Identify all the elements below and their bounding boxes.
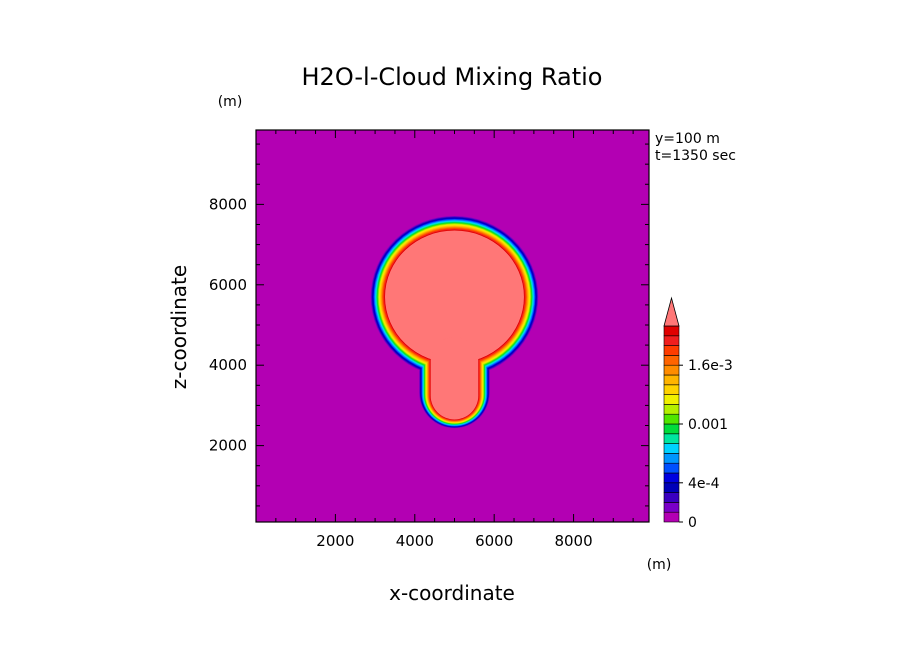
colorbar-segment <box>663 345 680 356</box>
y-tick-label: 4000 <box>209 356 247 374</box>
x-axis-unit: (m) <box>647 557 672 573</box>
colorbar-label: 0.001 <box>688 417 728 433</box>
x-tick-label: 8000 <box>554 532 592 550</box>
contour-stem <box>430 337 479 420</box>
y-tick-label: 8000 <box>209 195 247 213</box>
y-axis-ticks: 2000 4000 6000 8000 <box>209 143 649 507</box>
colorbar-segment <box>663 511 680 523</box>
colorbar-segment <box>663 364 680 376</box>
x-tick-label: 6000 <box>475 532 513 550</box>
colorbar-segment <box>663 374 680 386</box>
x-tick-label: 2000 <box>316 532 354 550</box>
colorbar-segment <box>663 482 680 493</box>
y-axis-label: z-coordinate <box>167 265 191 389</box>
y-tick-label: 2000 <box>209 437 247 455</box>
colorbar-segment <box>663 443 680 454</box>
colorbar-segment <box>663 355 680 366</box>
info-block: y=100 mt=1350 sec <box>655 131 736 164</box>
info-line: y=100 m <box>655 131 720 147</box>
colorbar-segment <box>663 453 680 464</box>
colorbar-segment <box>663 404 680 415</box>
contour-cap <box>385 230 524 364</box>
cloud-contours <box>370 215 539 429</box>
colorbar-segment <box>663 423 680 435</box>
x-axis-label: x-coordinate <box>389 581 515 605</box>
y-tick-label: 6000 <box>209 276 247 294</box>
colorbar-segment <box>663 433 680 444</box>
colorbar-segment <box>663 335 680 346</box>
plot-frame <box>255 129 650 523</box>
x-tick-label: 4000 <box>396 532 434 550</box>
colorbar-extend-arrow <box>663 296 680 327</box>
colorbar-segment <box>663 472 680 484</box>
colorbar-label: 1.6e-3 <box>688 358 733 374</box>
colorbar: 0 4e-4 0.001 1.6e-3 <box>663 296 733 531</box>
colorbar-segment <box>663 502 680 513</box>
colorbar-label: 0 <box>688 515 697 531</box>
colorbar-segment <box>663 394 680 405</box>
colorbar-segment <box>663 413 680 425</box>
colorbar-label: 4e-4 <box>688 476 720 492</box>
y-axis-unit: (m) <box>218 94 243 110</box>
info-line: t=1350 sec <box>655 148 736 164</box>
chart-title: H2O-l-Cloud Mixing Ratio <box>302 63 603 91</box>
x-axis-ticks: 2000 4000 6000 8000 <box>275 130 634 550</box>
colorbar-segment <box>663 325 680 337</box>
colorbar-segment <box>663 492 680 503</box>
colorbar-segment <box>663 462 680 474</box>
colorbar-segment <box>663 384 680 395</box>
